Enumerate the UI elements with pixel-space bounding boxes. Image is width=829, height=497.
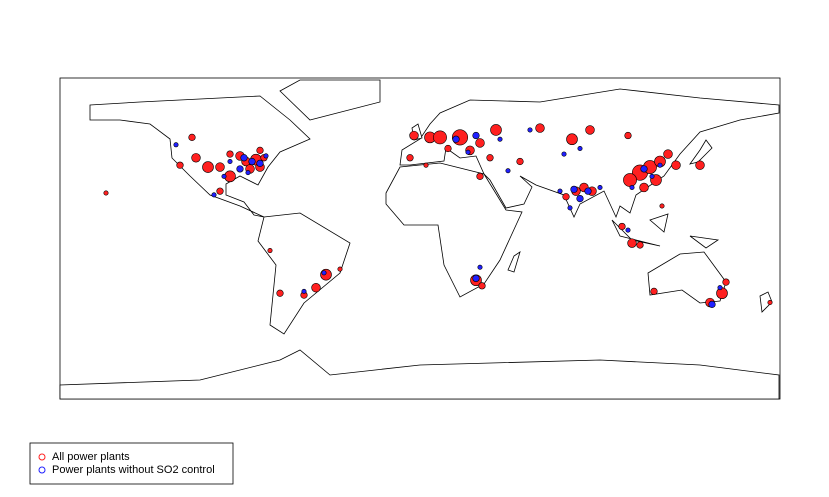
plant-point — [191, 153, 201, 163]
japan — [689, 139, 713, 165]
plant-point — [708, 300, 716, 308]
plant-point — [570, 185, 578, 193]
plant-point — [640, 165, 648, 173]
plant-point — [311, 282, 321, 293]
plant-point — [103, 190, 109, 196]
plant-point — [433, 130, 447, 145]
plant-point — [423, 162, 429, 168]
madagascar — [507, 251, 521, 273]
plant-point — [657, 162, 663, 168]
legend: All power plants Power plants without SO… — [29, 442, 234, 485]
plant-point — [478, 282, 486, 290]
plant-point — [663, 149, 673, 159]
plant-point — [256, 159, 264, 167]
eurasia — [399, 88, 780, 219]
plant-point — [636, 241, 644, 249]
plant-point — [584, 187, 592, 195]
plant-point — [527, 127, 533, 133]
plant-points — [103, 123, 773, 308]
plant-point — [256, 146, 264, 154]
plant-point — [717, 285, 723, 291]
legend-swatch — [38, 453, 46, 461]
plant-point — [240, 154, 248, 162]
plant-point — [248, 157, 256, 166]
plant-point — [465, 149, 471, 155]
plant-point — [477, 264, 483, 270]
legend-label: Power plants without SO2 control — [52, 464, 215, 476]
plant-point — [716, 287, 728, 300]
plant-point — [562, 193, 570, 201]
plant-point — [649, 173, 655, 179]
plant-point — [188, 133, 196, 141]
plant-point — [173, 142, 179, 148]
indonesia — [611, 213, 720, 249]
plant-point — [516, 157, 524, 166]
plant-point — [566, 133, 578, 146]
plant-point — [490, 124, 502, 136]
plant-point — [444, 144, 452, 153]
plant-point — [202, 161, 214, 173]
plant-point — [576, 195, 584, 203]
plant-point — [472, 274, 480, 282]
plant-point — [722, 278, 730, 286]
plant-point — [236, 165, 244, 173]
plant-point — [567, 205, 573, 211]
plant-point — [227, 158, 233, 164]
australia — [647, 251, 727, 304]
plant-point — [406, 154, 414, 162]
legend-swatch — [38, 466, 46, 474]
plant-point — [475, 138, 485, 148]
plant-point — [301, 288, 307, 294]
plant-point — [321, 270, 327, 276]
plant-point — [671, 160, 681, 170]
plant-point — [245, 170, 251, 176]
plant-point — [650, 287, 658, 295]
antarctica — [59, 349, 780, 400]
plant-point — [597, 184, 603, 190]
plant-point — [221, 173, 227, 179]
plant-point — [535, 123, 545, 133]
plant-point — [629, 184, 635, 190]
plant-point — [623, 173, 637, 187]
plant-point — [409, 130, 419, 141]
plant-point — [639, 182, 649, 193]
africa — [385, 162, 523, 298]
plant-point — [320, 268, 332, 281]
plant-point — [486, 154, 494, 162]
plant-point — [337, 266, 343, 272]
plant-point — [216, 187, 224, 195]
plant-point — [695, 160, 705, 170]
plant-point — [497, 136, 503, 142]
plant-point — [627, 238, 637, 248]
plant-point — [263, 153, 269, 159]
legend-box — [29, 442, 234, 485]
plant-point — [476, 172, 484, 180]
plant-point — [557, 188, 563, 194]
south-america — [257, 212, 351, 335]
plant-point — [226, 150, 234, 158]
plant-point — [211, 192, 217, 198]
plant-point — [577, 146, 583, 152]
plant-point — [659, 203, 665, 209]
legend-label: All power plants — [52, 451, 130, 463]
plant-point — [767, 300, 773, 306]
plant-point — [267, 248, 273, 254]
plant-point — [624, 131, 632, 140]
plant-point — [618, 222, 626, 231]
plant-point — [276, 289, 284, 297]
plant-point — [561, 151, 567, 157]
plant-point — [505, 168, 511, 174]
world-outline — [59, 77, 781, 400]
plant-point — [215, 162, 225, 172]
greenland — [279, 79, 381, 121]
plant-point — [176, 161, 184, 169]
plant-point — [625, 227, 631, 233]
plant-point — [585, 125, 595, 135]
plant-point — [452, 135, 460, 143]
plant-point — [472, 131, 480, 140]
